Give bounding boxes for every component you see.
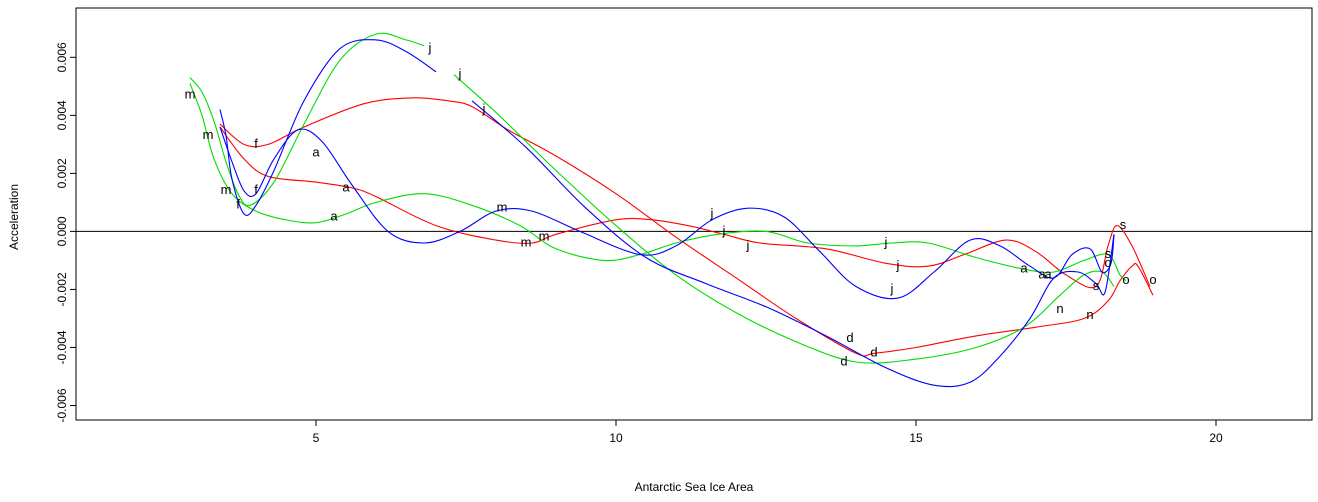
y-axis-title: Acceleration [7, 184, 21, 250]
point-label: a [1020, 261, 1028, 276]
y-axis: -0.006 -0.004 -0.002 0.000 0.002 0.004 0.006 [55, 42, 76, 423]
point-label: a [342, 179, 350, 194]
point-label: j [482, 101, 486, 116]
point-label: j [428, 40, 432, 55]
point-label: m [497, 200, 508, 215]
y-tick-label: 0.000 [55, 216, 69, 246]
plot-frame [75, 7, 1313, 421]
point-label: j [746, 237, 750, 252]
point-label: j [890, 281, 894, 296]
point-label: o [1104, 255, 1111, 270]
x-tick-label: 15 [909, 431, 923, 445]
series-2-curve2 [189, 83, 1127, 282]
point-label: o [1122, 272, 1129, 287]
point-label: a [1038, 266, 1046, 281]
point-label: d [840, 353, 847, 368]
point-label: j [722, 223, 726, 238]
point-label: o [1149, 272, 1156, 287]
point-label: s [1105, 246, 1112, 261]
y-tick-label: 0.004 [55, 100, 69, 130]
x-tick-label: 5 [313, 431, 320, 445]
point-label: n [1086, 307, 1093, 322]
point-label: d [870, 345, 877, 360]
point-label: a [330, 208, 338, 223]
point-label: s [1120, 217, 1127, 232]
point-label: m [539, 229, 550, 244]
point-label: j [458, 66, 462, 81]
series-3-curve2 [219, 126, 1115, 300]
x-tick-label: 20 [1209, 431, 1223, 445]
point-label: f [254, 136, 258, 151]
point-label: f [236, 197, 240, 212]
y-tick-label: -0.006 [55, 388, 69, 422]
point-label: j [896, 258, 900, 273]
series-2-curve3 [453, 74, 1115, 364]
series-2-curve [189, 32, 425, 207]
point-label: d [846, 330, 853, 345]
y-tick-label: -0.002 [55, 272, 69, 306]
series-3-curve [219, 39, 437, 217]
point-label: f [254, 182, 258, 197]
y-tick-label: -0.004 [55, 330, 69, 364]
point-label: m [203, 127, 214, 142]
y-tick-label: 0.006 [55, 42, 69, 72]
point-label: a [312, 145, 320, 160]
point-label: j [884, 234, 888, 249]
series-layer [189, 32, 1154, 388]
x-tick-label: 10 [609, 431, 623, 445]
x-axis-title: Antarctic Sea Ice Area [635, 480, 754, 494]
point-label: m [185, 86, 196, 101]
series-1-curve [219, 97, 1154, 357]
point-label: s [1093, 278, 1100, 293]
point-label: m [521, 234, 532, 249]
point-label: n [1056, 301, 1063, 316]
x-axis: 5 10 15 20 [313, 420, 1223, 445]
series-3-curve3 [471, 100, 1115, 388]
point-label: j [710, 205, 714, 220]
point-label: m [221, 182, 232, 197]
y-tick-label: 0.002 [55, 158, 69, 188]
point-label: a [1044, 266, 1052, 281]
series-1-curve2 [219, 126, 1151, 289]
